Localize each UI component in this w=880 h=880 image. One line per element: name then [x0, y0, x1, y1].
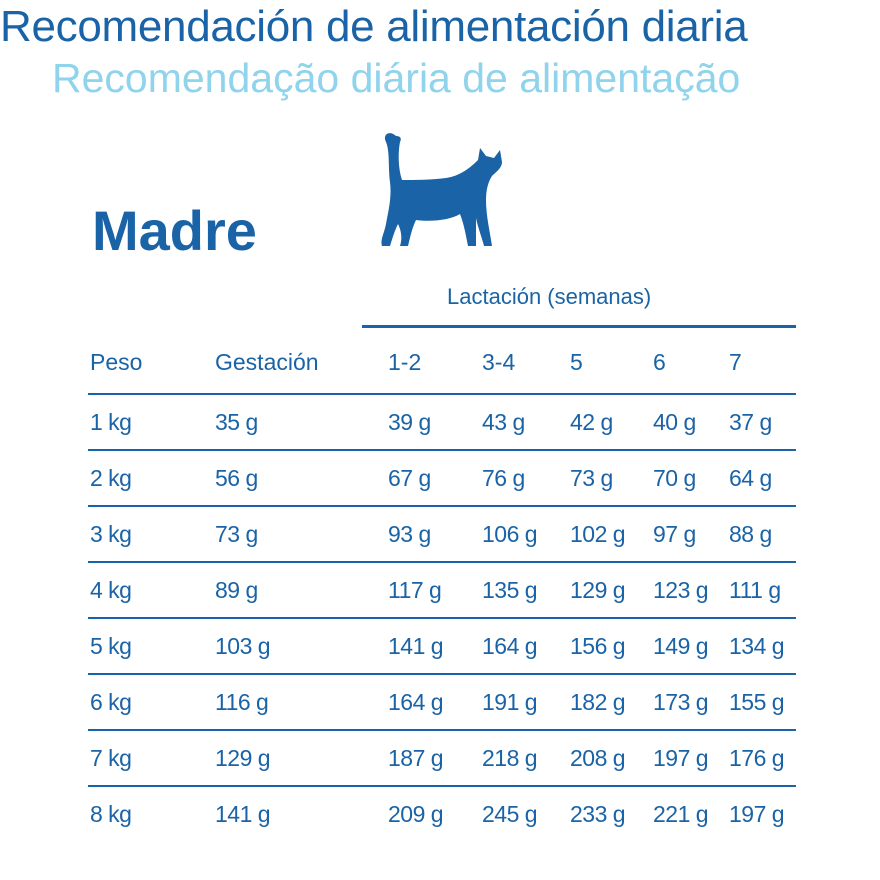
cell-gestation: 56 g	[215, 465, 258, 491]
title-spanish: Recomendación de alimentación diaria	[0, 2, 748, 51]
table-row: 5 kg 103 g 141 g 164 g 156 g 149 g 134 g	[0, 618, 880, 674]
column-header-week-6: 6	[653, 349, 666, 375]
cell-gestation: 89 g	[215, 577, 258, 603]
cell-week-5: 208 g	[570, 745, 626, 771]
cell-week-5: 73 g	[570, 465, 613, 491]
cell-week-6: 149 g	[653, 633, 709, 659]
cell-weight: 8 kg	[90, 801, 132, 827]
column-header-week-7: 7	[729, 349, 742, 375]
cell-week-1-2: 39 g	[388, 409, 431, 435]
row-divider	[88, 729, 796, 731]
cell-gestation: 73 g	[215, 521, 258, 547]
cell-week-5: 102 g	[570, 521, 626, 547]
column-header-week-3-4: 3-4	[482, 349, 516, 375]
table-row: 6 kg 116 g 164 g 191 g 182 g 173 g 155 g	[0, 674, 880, 730]
cell-week-7: 37 g	[729, 409, 772, 435]
cell-gestation: 103 g	[215, 633, 271, 659]
cat-icon	[381, 133, 502, 246]
cell-week-3-4: 76 g	[482, 465, 525, 491]
title-portuguese: Recomendação diária de alimentação	[52, 55, 741, 101]
cell-week-1-2: 187 g	[388, 745, 444, 771]
table-row: 2 kg 56 g 67 g 76 g 73 g 70 g 64 g	[0, 450, 880, 506]
row-divider	[88, 561, 796, 563]
cell-week-7: 111 g	[729, 577, 781, 603]
cell-week-5: 129 g	[570, 577, 626, 603]
cell-week-3-4: 191 g	[482, 689, 538, 715]
row-divider	[88, 785, 796, 787]
cell-week-5: 42 g	[570, 409, 613, 435]
cell-weight: 4 kg	[90, 577, 132, 603]
cell-week-3-4: 106 g	[482, 521, 538, 547]
cell-week-7: 176 g	[729, 745, 785, 771]
cell-week-1-2: 209 g	[388, 801, 444, 827]
cell-weight: 6 kg	[90, 689, 132, 715]
column-header-week-5: 5	[570, 349, 583, 375]
table-row: 4 kg 89 g 117 g 135 g 129 g 123 g 111 g	[0, 562, 880, 618]
cell-week-3-4: 43 g	[482, 409, 525, 435]
cell-week-7: 134 g	[729, 633, 785, 659]
row-divider	[88, 505, 796, 507]
cell-week-5: 233 g	[570, 801, 626, 827]
cell-weight: 1 kg	[90, 409, 132, 435]
cell-week-6: 40 g	[653, 409, 696, 435]
cell-week-3-4: 135 g	[482, 577, 538, 603]
row-divider	[88, 449, 796, 451]
cell-week-7: 197 g	[729, 801, 785, 827]
column-header-peso: Peso	[90, 349, 143, 375]
cell-week-7: 155 g	[729, 689, 785, 715]
column-header-week-1-2: 1-2	[388, 349, 422, 375]
table-row: 3 kg 73 g 93 g 106 g 102 g 97 g 88 g	[0, 506, 880, 562]
lactation-group-header: Lactación (semanas)	[447, 284, 652, 309]
column-header-gestacion: Gestación	[215, 349, 319, 375]
cell-week-1-2: 164 g	[388, 689, 444, 715]
cell-week-1-2: 67 g	[388, 465, 431, 491]
table-row: 1 kg 35 g 39 g 43 g 42 g 40 g 37 g	[0, 394, 880, 450]
cell-week-6: 123 g	[653, 577, 709, 603]
lactation-divider	[362, 325, 796, 328]
cell-week-7: 88 g	[729, 521, 772, 547]
cell-week-6: 97 g	[653, 521, 696, 547]
cell-gestation: 116 g	[215, 689, 269, 715]
cell-week-3-4: 218 g	[482, 745, 538, 771]
cell-week-5: 182 g	[570, 689, 626, 715]
section-heading: Madre	[92, 199, 257, 262]
cell-weight: 7 kg	[90, 745, 132, 771]
cell-week-3-4: 164 g	[482, 633, 538, 659]
cell-week-6: 197 g	[653, 745, 709, 771]
cell-week-6: 173 g	[653, 689, 709, 715]
cell-week-6: 70 g	[653, 465, 696, 491]
cell-weight: 3 kg	[90, 521, 132, 547]
cell-week-6: 221 g	[653, 801, 709, 827]
cell-week-1-2: 141 g	[388, 633, 444, 659]
cell-week-1-2: 93 g	[388, 521, 431, 547]
row-divider	[88, 617, 796, 619]
table-row: 7 kg 129 g 187 g 218 g 208 g 197 g 176 g	[0, 730, 880, 786]
cell-week-5: 156 g	[570, 633, 626, 659]
cell-gestation: 35 g	[215, 409, 258, 435]
table-row: 8 kg 141 g 209 g 245 g 233 g 221 g 197 g	[0, 786, 880, 842]
cell-gestation: 129 g	[215, 745, 271, 771]
row-divider	[88, 393, 796, 395]
row-divider	[88, 673, 796, 675]
cell-gestation: 141 g	[215, 801, 271, 827]
cell-weight: 2 kg	[90, 465, 132, 491]
cell-weight: 5 kg	[90, 633, 132, 659]
cell-week-1-2: 117 g	[388, 577, 442, 603]
table-header-row: Peso Gestación 1-2 3-4 5 6 7	[0, 334, 880, 390]
cell-week-3-4: 245 g	[482, 801, 538, 827]
cell-week-7: 64 g	[729, 465, 772, 491]
